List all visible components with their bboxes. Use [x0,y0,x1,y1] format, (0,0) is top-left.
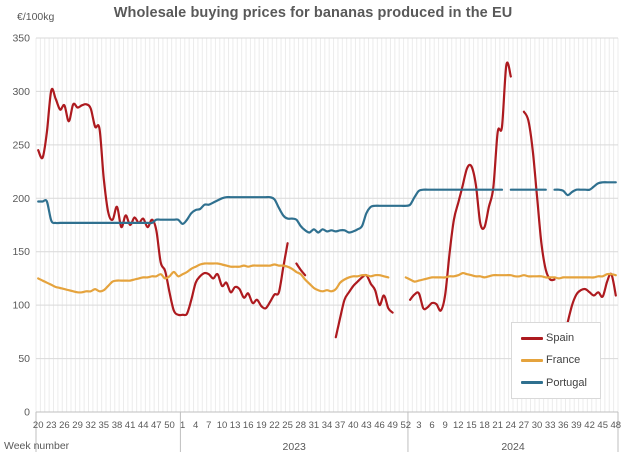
horizontal-gridlines [36,37,618,360]
x-tick-label: 46 [374,420,385,431]
series-line-portugal [37,181,617,234]
y-tick-label: 150 [12,246,30,258]
x-tick-label: 48 [611,420,622,431]
x-axis-title: Week number [4,440,70,452]
x-tick-label: 44 [138,420,149,431]
x-tick-label: 18 [479,420,490,431]
x-tick-label: 37 [335,420,346,431]
x-tick-label: 25 [282,420,293,431]
x-tick-label: 7 [206,420,211,431]
legend-item-portugal: Portugal [521,377,600,389]
x-tick-label: 52 [401,420,412,431]
x-tick-label: 36 [558,420,569,431]
y-tick-label: 250 [12,139,30,151]
legend-box: Spain France Portugal [511,322,601,399]
legend-swatch-spain [521,336,543,340]
x-tick-label: 33 [545,420,556,431]
x-tick-label: 20 [33,420,44,431]
x-tick-label: 21 [492,420,503,431]
x-tick-label: 49 [387,420,398,431]
year-label: 2024 [501,441,525,453]
x-tick-label: 15 [466,420,477,431]
x-tick-label: 9 [443,420,448,431]
x-tick-label: 19 [256,420,267,431]
x-tick-label: 29 [72,420,83,431]
y-tick-label: 200 [12,193,30,205]
x-tick-label: 10 [217,420,228,431]
x-tick-label: 22 [269,420,280,431]
legend-swatch-portugal [521,381,543,385]
series-line-france [37,262,617,294]
vertical-gridlines [35,38,619,412]
x-tick-label: 31 [309,420,320,431]
x-tick-label: 3 [416,420,421,431]
legend-label-portugal: Portugal [546,376,587,389]
x-tick-label: 26 [59,420,70,431]
y-tick-label: 100 [12,300,30,312]
legend-label-spain: Spain [546,332,575,345]
y-tick-label: 350 [12,33,30,45]
legend-item-france: France [521,354,600,366]
x-tick-label: 30 [532,420,543,431]
x-tick-label: 43 [361,420,372,431]
x-tick-label: 35 [99,420,110,431]
year-label: 2023 [283,441,307,453]
x-tick-label: 13 [230,420,241,431]
x-tick-label: 12 [453,420,464,431]
y-axis-unit-label: €/100kg [17,11,55,23]
legend-swatch-france [521,358,543,362]
y-tick-label: 50 [18,353,30,365]
x-tick-label: 42 [584,420,595,431]
x-tick-label: 32 [85,420,96,431]
x-tick-label: 47 [151,420,162,431]
x-tick-label: 38 [112,420,123,431]
series-line-spain [37,61,617,339]
x-tick-label: 28 [295,420,306,431]
x-tick-label: 34 [322,420,333,431]
y-tick-label: 300 [12,86,30,98]
legend-label-france: France [546,354,581,367]
legend-item-spain: Spain [521,332,600,344]
x-tick-label: 41 [125,420,136,431]
x-tick-label: 6 [429,420,434,431]
chart-title: Wholesale buying prices for bananas prod… [113,5,513,21]
x-tick-label: 1 [180,420,185,431]
x-tick-label: 24 [506,420,517,431]
x-tick-label: 45 [597,420,608,431]
x-tick-label: 39 [571,420,582,431]
x-tick-label: 23 [46,420,57,431]
y-tick-label: 0 [24,407,30,419]
x-tick-label: 16 [243,420,254,431]
x-tick-label: 40 [348,420,359,431]
x-tick-label: 50 [164,420,175,431]
x-tick-label: 27 [519,420,530,431]
x-tick-label: 4 [193,420,198,431]
